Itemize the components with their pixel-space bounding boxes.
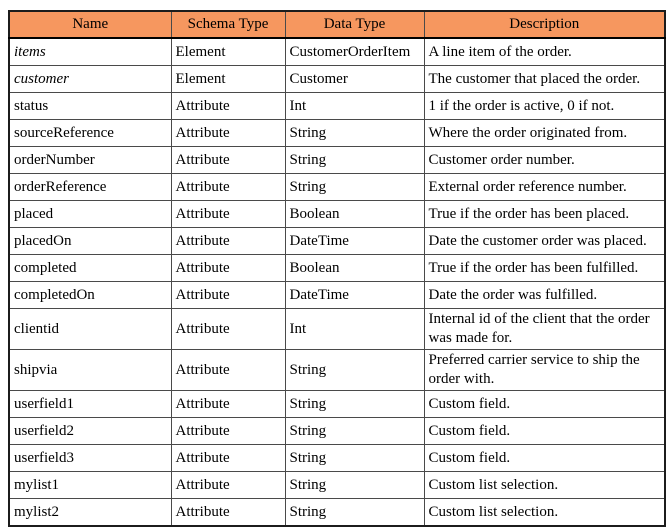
cell-name: completedOn	[8, 281, 172, 309]
cell-name: userfield3	[8, 444, 172, 472]
cell-schema-type: Attribute	[170, 173, 286, 201]
cell-description: Date the customer order was placed.	[423, 227, 666, 255]
cell-schema-type: Attribute	[170, 92, 286, 120]
column-header-description: Description	[423, 10, 666, 39]
cell-data-type: String	[284, 390, 425, 418]
cell-name: items	[8, 37, 172, 66]
cell-description: 1 if the order is active, 0 if not.	[423, 92, 666, 120]
cell-name: userfield2	[8, 417, 172, 445]
cell-schema-type: Element	[170, 65, 286, 93]
cell-description: External order reference number.	[423, 173, 666, 201]
cell-name: customer	[8, 65, 172, 93]
cell-data-type: Boolean	[284, 254, 425, 282]
cell-schema-type: Attribute	[170, 308, 286, 350]
cell-description: True if the order has been placed.	[423, 200, 666, 228]
cell-schema-type: Attribute	[170, 498, 286, 527]
header-row: Name Schema Type Data Type Description	[8, 10, 666, 39]
cell-name: shipvia	[8, 349, 172, 391]
cell-schema-type: Attribute	[170, 281, 286, 309]
table-row: placed Attribute Boolean True if the order …	[8, 200, 666, 228]
cell-data-type: String	[284, 417, 425, 445]
cell-schema-type: Attribute	[170, 227, 286, 255]
cell-data-type: String	[284, 146, 425, 174]
cell-schema-type: Attribute	[170, 200, 286, 228]
cell-schema-type: Element	[170, 37, 286, 66]
cell-description: Custom list selection.	[423, 471, 666, 499]
cell-description: Preferred carrier service to ship the or…	[423, 349, 666, 391]
table-row: completed Attribute Boolean True if the ord…	[8, 254, 666, 282]
cell-data-type: Int	[284, 308, 425, 350]
cell-name: clientid	[8, 308, 172, 350]
cell-data-type: Boolean	[284, 200, 425, 228]
schema-table-header: Name Schema Type Data Type Description	[8, 10, 666, 39]
cell-schema-type: Attribute	[170, 254, 286, 282]
cell-schema-type: Attribute	[170, 119, 286, 147]
cell-name: placedOn	[8, 227, 172, 255]
table-row: shipvia Attribute String Preferred carrier …	[8, 349, 666, 391]
table-row: status Attribute Int 1 if the order is acti…	[8, 92, 666, 120]
table-row: clientid Attribute Int Internal id of the c…	[8, 308, 666, 350]
cell-description: Custom field.	[423, 417, 666, 445]
table-row: sourceReference Attribute String Where the …	[8, 119, 666, 147]
cell-description: Custom field.	[423, 390, 666, 418]
table-row: customer Element Customer The customer that…	[8, 65, 666, 93]
cell-data-type: String	[284, 349, 425, 391]
cell-name: orderReference	[8, 173, 172, 201]
cell-name: sourceReference	[8, 119, 172, 147]
table-row: orderNumber Attribute String Customer order…	[8, 146, 666, 174]
table-row: mylist1 Attribute String Custom list select…	[8, 471, 666, 499]
table-row: placedOn Attribute DateTime Date the custom…	[8, 227, 666, 255]
cell-description: A line item of the order.	[423, 37, 666, 66]
table-row: orderReference Attribute String External or…	[8, 173, 666, 201]
cell-data-type: CustomerOrderItem	[284, 37, 425, 66]
cell-schema-type: Attribute	[170, 146, 286, 174]
table-row: completedOn Attribute DateTime Date the ord…	[8, 281, 666, 309]
cell-description: Where the order originated from.	[423, 119, 666, 147]
table-row: userfield3 Attribute String Custom field.	[8, 444, 666, 472]
cell-data-type: DateTime	[284, 281, 425, 309]
cell-data-type: String	[284, 498, 425, 527]
cell-schema-type: Attribute	[170, 417, 286, 445]
cell-data-type: String	[284, 119, 425, 147]
cell-name: status	[8, 92, 172, 120]
cell-data-type: String	[284, 173, 425, 201]
cell-description: Customer order number.	[423, 146, 666, 174]
schema-table-container: Name Schema Type Data Type Description item…	[8, 10, 666, 527]
cell-schema-type: Attribute	[170, 471, 286, 499]
cell-data-type: String	[284, 471, 425, 499]
cell-name: placed	[8, 200, 172, 228]
table-row: userfield2 Attribute String Custom field.	[8, 417, 666, 445]
cell-description: Internal id of the client that the order…	[423, 308, 666, 350]
table-row: items Element CustomerOrderItem A line item…	[8, 37, 666, 66]
cell-name: userfield1	[8, 390, 172, 418]
schema-table-body: items Element CustomerOrderItem A line item…	[8, 37, 666, 527]
column-header-name: Name	[8, 10, 172, 39]
cell-description: Date the order was fulfilled.	[423, 281, 666, 309]
cell-schema-type: Attribute	[170, 444, 286, 472]
cell-name: completed	[8, 254, 172, 282]
cell-description: Custom field.	[423, 444, 666, 472]
cell-data-type: String	[284, 444, 425, 472]
cell-schema-type: Attribute	[170, 390, 286, 418]
cell-data-type: Customer	[284, 65, 425, 93]
cell-data-type: DateTime	[284, 227, 425, 255]
cell-name: mylist2	[8, 498, 172, 527]
cell-schema-type: Attribute	[170, 349, 286, 391]
table-row: mylist2 Attribute String Custom list select…	[8, 498, 666, 527]
cell-name: orderNumber	[8, 146, 172, 174]
cell-description: Custom list selection.	[423, 498, 666, 527]
schema-table: Name Schema Type Data Type Description item…	[8, 10, 666, 527]
cell-description: The customer that placed the order.	[423, 65, 666, 93]
table-row: userfield1 Attribute String Custom field.	[8, 390, 666, 418]
cell-description: True if the order has been fulfilled.	[423, 254, 666, 282]
column-header-data-type: Data Type	[284, 10, 425, 39]
cell-data-type: Int	[284, 92, 425, 120]
cell-name: mylist1	[8, 471, 172, 499]
column-header-schema-type: Schema Type	[170, 10, 286, 39]
